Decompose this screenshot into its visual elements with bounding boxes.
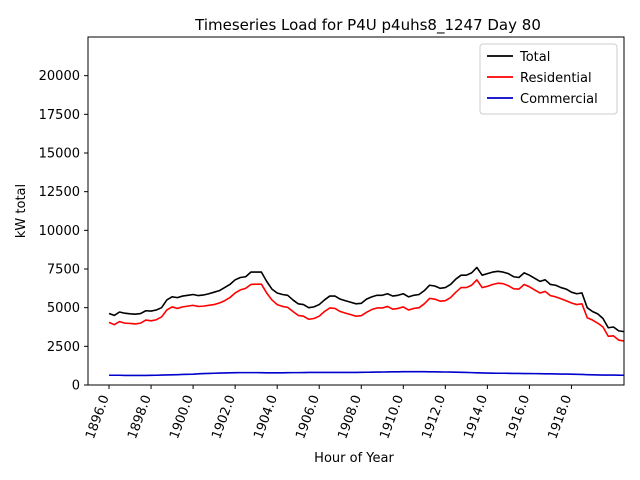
y-tick-label: 7500 [47,263,80,278]
y-tick-label: 5000 [47,301,80,316]
y-tick-label: 2500 [47,340,80,355]
legend-label-commercial: Commercial [520,92,598,107]
legend-label-total: Total [519,50,550,65]
y-axis-title: kW total [14,184,29,238]
series-line-commercial [109,370,625,377]
y-tick-label: 10000 [39,224,80,239]
y-tick-label: 15000 [39,147,80,162]
chart-title: Timeseries Load for P4U p4uhs8_1247 Day … [194,16,541,35]
y-tick-label: 20000 [39,69,80,84]
y-tick-label: 0 [72,379,80,394]
legend-box [479,43,618,115]
y-tick-label: 12500 [39,185,80,200]
series-line-total [108,266,625,333]
y-tick-label: 17500 [39,108,80,123]
x-axis-title: Hour of Year [314,451,394,466]
legend-label-residential: Residential [520,71,592,86]
legend: Total Residential Commercial [479,43,618,115]
axes-frame [87,36,625,386]
series-line-residential [108,279,625,342]
